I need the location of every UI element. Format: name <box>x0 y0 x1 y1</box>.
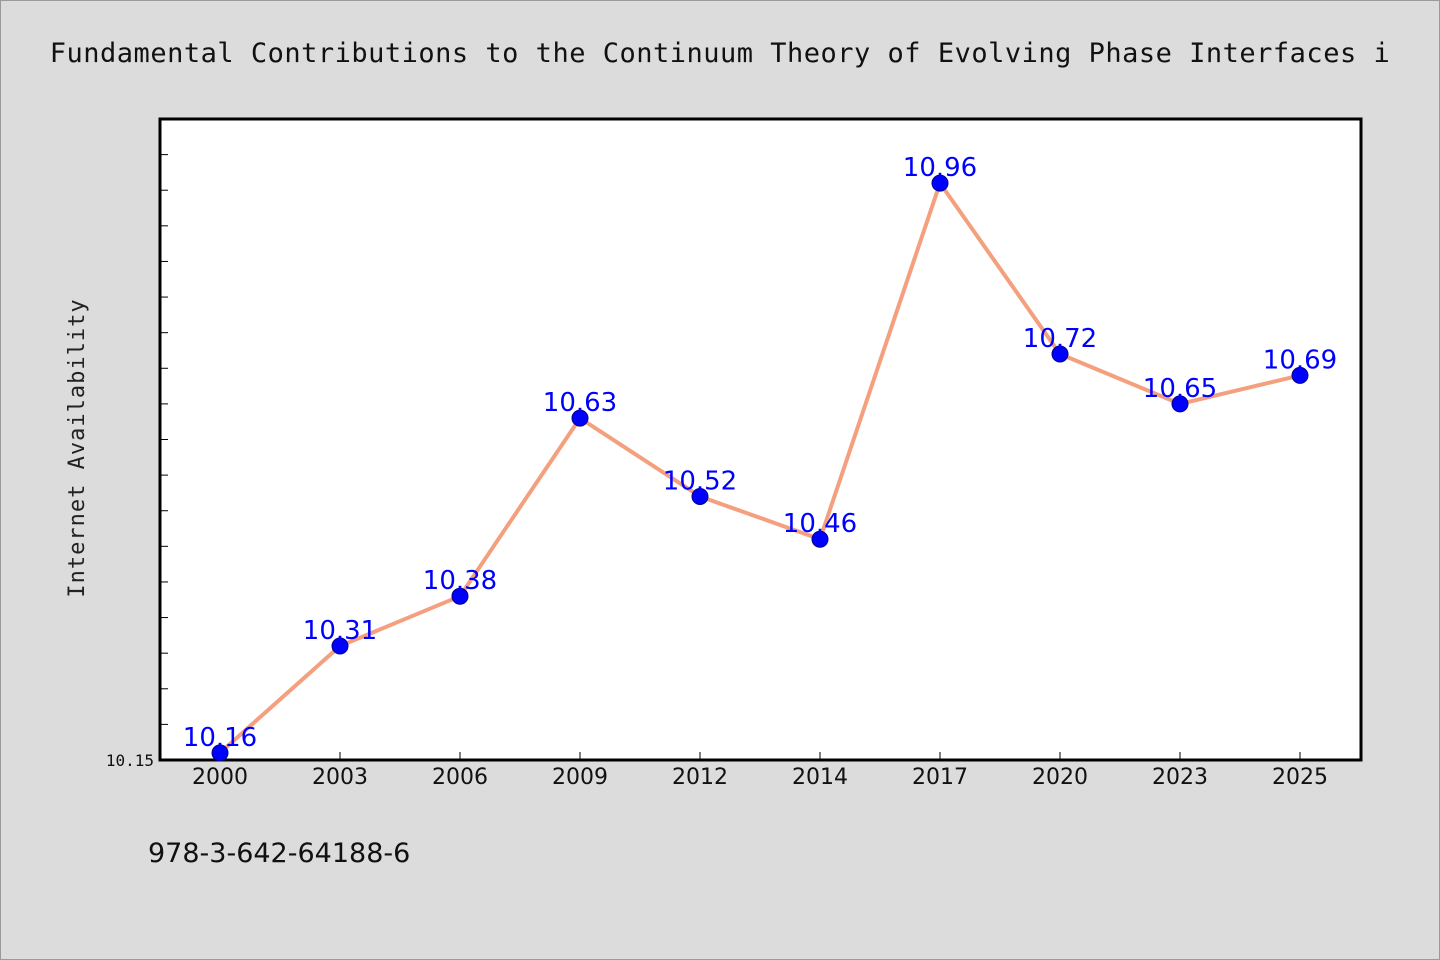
data-point <box>1171 395 1189 413</box>
data-label: 10.31 <box>303 616 377 646</box>
x-axis-ticks: 2000 2003 2006 2009 2012 2014 2017 2020 2023 2025 <box>192 752 1328 790</box>
x-tick-label: 2006 <box>432 765 488 790</box>
data-label: 10.65 <box>1143 374 1217 404</box>
data-point <box>451 587 469 605</box>
isbn-footer: 978-3-642-64188-6 <box>148 838 410 869</box>
data-label: 10.16 <box>183 723 257 753</box>
data-label: 10.69 <box>1263 345 1337 375</box>
data-point <box>931 174 949 192</box>
data-point <box>811 530 829 548</box>
y-axis-label: Internet Availability <box>65 298 90 597</box>
data-point <box>1051 345 1069 363</box>
data-point <box>331 637 349 655</box>
x-tick-label: 2023 <box>1152 765 1208 790</box>
data-label: 10.96 <box>903 153 977 183</box>
chart-title: Fundamental Contributions to the Continu… <box>50 38 1390 69</box>
data-point <box>1291 366 1309 384</box>
data-label: 10.46 <box>783 509 857 539</box>
x-tick-label: 2009 <box>552 765 608 790</box>
data-label: 10.72 <box>1023 324 1097 354</box>
data-label: 10.38 <box>423 566 497 596</box>
x-tick-label: 2000 <box>192 765 248 790</box>
plot-area <box>158 117 1363 762</box>
x-tick-label: 2020 <box>1032 765 1088 790</box>
data-point <box>691 487 709 505</box>
x-tick-label: 2017 <box>912 765 968 790</box>
series-line <box>218 181 1301 755</box>
series-polyline <box>218 181 1301 755</box>
x-tick-label: 2025 <box>1272 765 1328 790</box>
y-axis-ticks <box>160 154 168 725</box>
data-point <box>571 409 589 427</box>
data-markers <box>211 174 1309 762</box>
y-axis-tick-labels: 10.15 <box>106 751 154 770</box>
y-tick-label: 10.15 <box>106 751 154 770</box>
data-label: 10.63 <box>543 388 617 418</box>
x-tick-label: 2003 <box>312 765 368 790</box>
data-label: 10.52 <box>663 466 737 496</box>
data-labels: 10.16 10.31 10.38 10.63 10.52 10.46 10.96 10.72… <box>183 153 1337 753</box>
x-tick-label: 2014 <box>792 765 848 790</box>
data-point <box>211 744 229 762</box>
x-tick-label: 2012 <box>672 765 728 790</box>
